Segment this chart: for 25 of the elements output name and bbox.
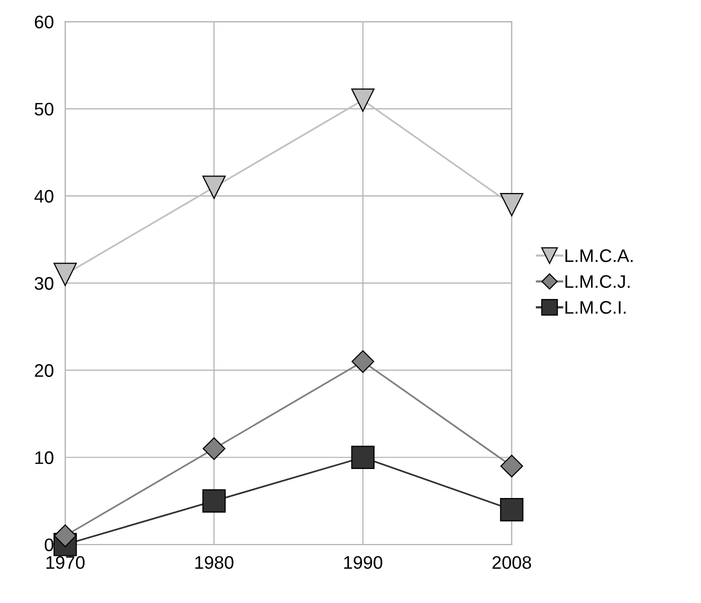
y-tick-label: 40 [34,190,54,203]
y-tick-label: 30 [34,277,54,290]
x-tick-label: 2008 [492,556,532,569]
point [351,88,375,112]
x-tick-label: 1990 [344,556,382,569]
y-tick-label: 50 [34,102,54,116]
point [500,193,524,216]
x-tick-label: 1970 [46,556,85,569]
y-tick-label: 20 [34,364,54,377]
legend-label: L.M.C.I. [565,301,626,314]
point [54,524,77,548]
legend-label: L.M.C.A. [565,249,633,262]
point [202,437,226,460]
point [351,446,375,470]
point [202,489,226,513]
x-tick-label: 1980 [195,556,234,569]
point [54,262,77,286]
point [352,350,374,373]
y-tick-label: 0 [44,538,54,552]
point [202,176,226,199]
point [500,498,524,522]
point [500,454,524,478]
y-tick-label: 60 [34,16,54,28]
legend-label: L.M.C.J. [565,275,630,288]
y-tick-label: 10 [35,451,54,464]
